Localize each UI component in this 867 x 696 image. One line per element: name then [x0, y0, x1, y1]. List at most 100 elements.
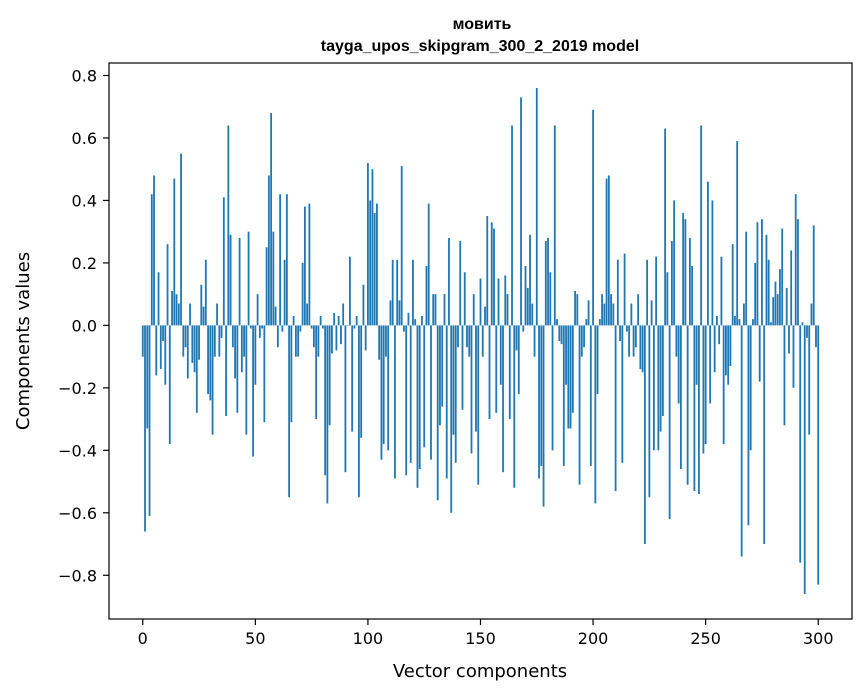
bar-221	[639, 325, 642, 370]
bar-4	[150, 194, 153, 326]
bar-274	[758, 325, 761, 382]
bar-140	[457, 325, 459, 348]
bar-110	[389, 300, 392, 326]
bar-141	[459, 241, 462, 326]
bar-291	[797, 219, 799, 326]
bar-142	[461, 325, 464, 410]
bar-192	[574, 291, 576, 326]
bar-233	[666, 272, 669, 326]
bar-76	[312, 325, 315, 348]
bar-128	[430, 325, 432, 460]
bar-238	[677, 325, 680, 404]
x-tick-label: 150	[465, 629, 496, 648]
bar-230	[659, 325, 662, 432]
bar-180	[547, 237, 549, 326]
bar-299	[815, 325, 817, 348]
bar-265	[738, 319, 741, 326]
bar-62	[281, 325, 284, 332]
bar-87	[337, 316, 340, 326]
bar-215	[625, 325, 628, 332]
bar-279	[770, 322, 772, 326]
bar-77	[315, 325, 318, 420]
bar-83	[328, 325, 331, 426]
bar-287	[788, 325, 790, 354]
bar-114	[398, 300, 401, 326]
bar-237	[675, 325, 678, 357]
bar-150	[479, 278, 482, 326]
bar-188	[565, 325, 567, 385]
bar-31	[211, 325, 214, 435]
bar-207	[607, 175, 610, 326]
bar-278	[767, 259, 770, 326]
bar-204	[601, 294, 603, 326]
bar-72	[303, 206, 306, 326]
bar-198	[587, 300, 590, 326]
bar-185	[558, 325, 561, 341]
bar-234	[668, 325, 671, 520]
y-tick-label: 0.2	[72, 254, 97, 273]
bar-218	[632, 325, 635, 357]
bar-256	[718, 325, 721, 345]
bar-40	[231, 325, 234, 348]
y-tick-label: −0.4	[58, 441, 97, 460]
bar-17	[180, 153, 182, 326]
bar-144	[466, 325, 468, 348]
bar-117	[405, 325, 408, 476]
bar-90	[344, 325, 347, 473]
bar-98	[362, 284, 365, 326]
bar-109	[387, 325, 390, 451]
bar-7	[157, 272, 160, 326]
bar-80	[321, 325, 324, 329]
bar-182	[551, 325, 554, 451]
bar-161	[504, 275, 507, 326]
bar-181	[549, 272, 552, 326]
bar-257	[720, 256, 723, 326]
bar-43	[238, 237, 241, 326]
bar-32	[213, 325, 216, 357]
bar-166	[515, 325, 518, 351]
bar-25	[198, 325, 200, 360]
bar-96	[358, 325, 360, 498]
bar-124	[421, 316, 423, 326]
bar-191	[571, 325, 574, 413]
bar-58	[272, 231, 275, 326]
bar-276	[763, 325, 766, 545]
bar-15	[175, 294, 178, 326]
bar-125	[423, 325, 426, 448]
bar-165	[513, 325, 516, 488]
bar-100	[367, 162, 369, 326]
bar-296	[808, 325, 811, 435]
bar-61	[279, 194, 282, 326]
bar-59	[274, 306, 277, 326]
bar-248	[700, 125, 703, 326]
bar-2	[146, 325, 149, 429]
bar-250	[704, 325, 707, 445]
bar-242	[686, 325, 689, 485]
bar-169	[522, 325, 525, 332]
bar-28	[204, 259, 207, 326]
bar-155	[490, 222, 493, 326]
bar-241	[684, 219, 687, 326]
y-tick-label: 0.8	[72, 66, 97, 85]
bar-273	[756, 222, 759, 326]
bar-131	[436, 325, 439, 501]
bar-168	[520, 97, 522, 326]
bar-12	[168, 325, 171, 445]
bar-55	[265, 247, 268, 326]
bar-74	[308, 203, 311, 326]
y-tick-label: −0.8	[58, 566, 97, 585]
bar-24	[195, 325, 198, 413]
bar-122	[416, 325, 419, 488]
bar-260	[727, 325, 730, 385]
bar-108	[385, 325, 387, 357]
bar-158	[497, 278, 500, 326]
bar-134	[443, 294, 446, 326]
bar-34	[218, 325, 221, 357]
bar-0	[141, 325, 144, 357]
bar-66	[290, 325, 293, 423]
bar-57	[270, 112, 273, 326]
bar-271	[752, 319, 754, 326]
bar-178	[542, 325, 545, 507]
bar-136	[448, 237, 450, 326]
bar-270	[749, 325, 752, 451]
